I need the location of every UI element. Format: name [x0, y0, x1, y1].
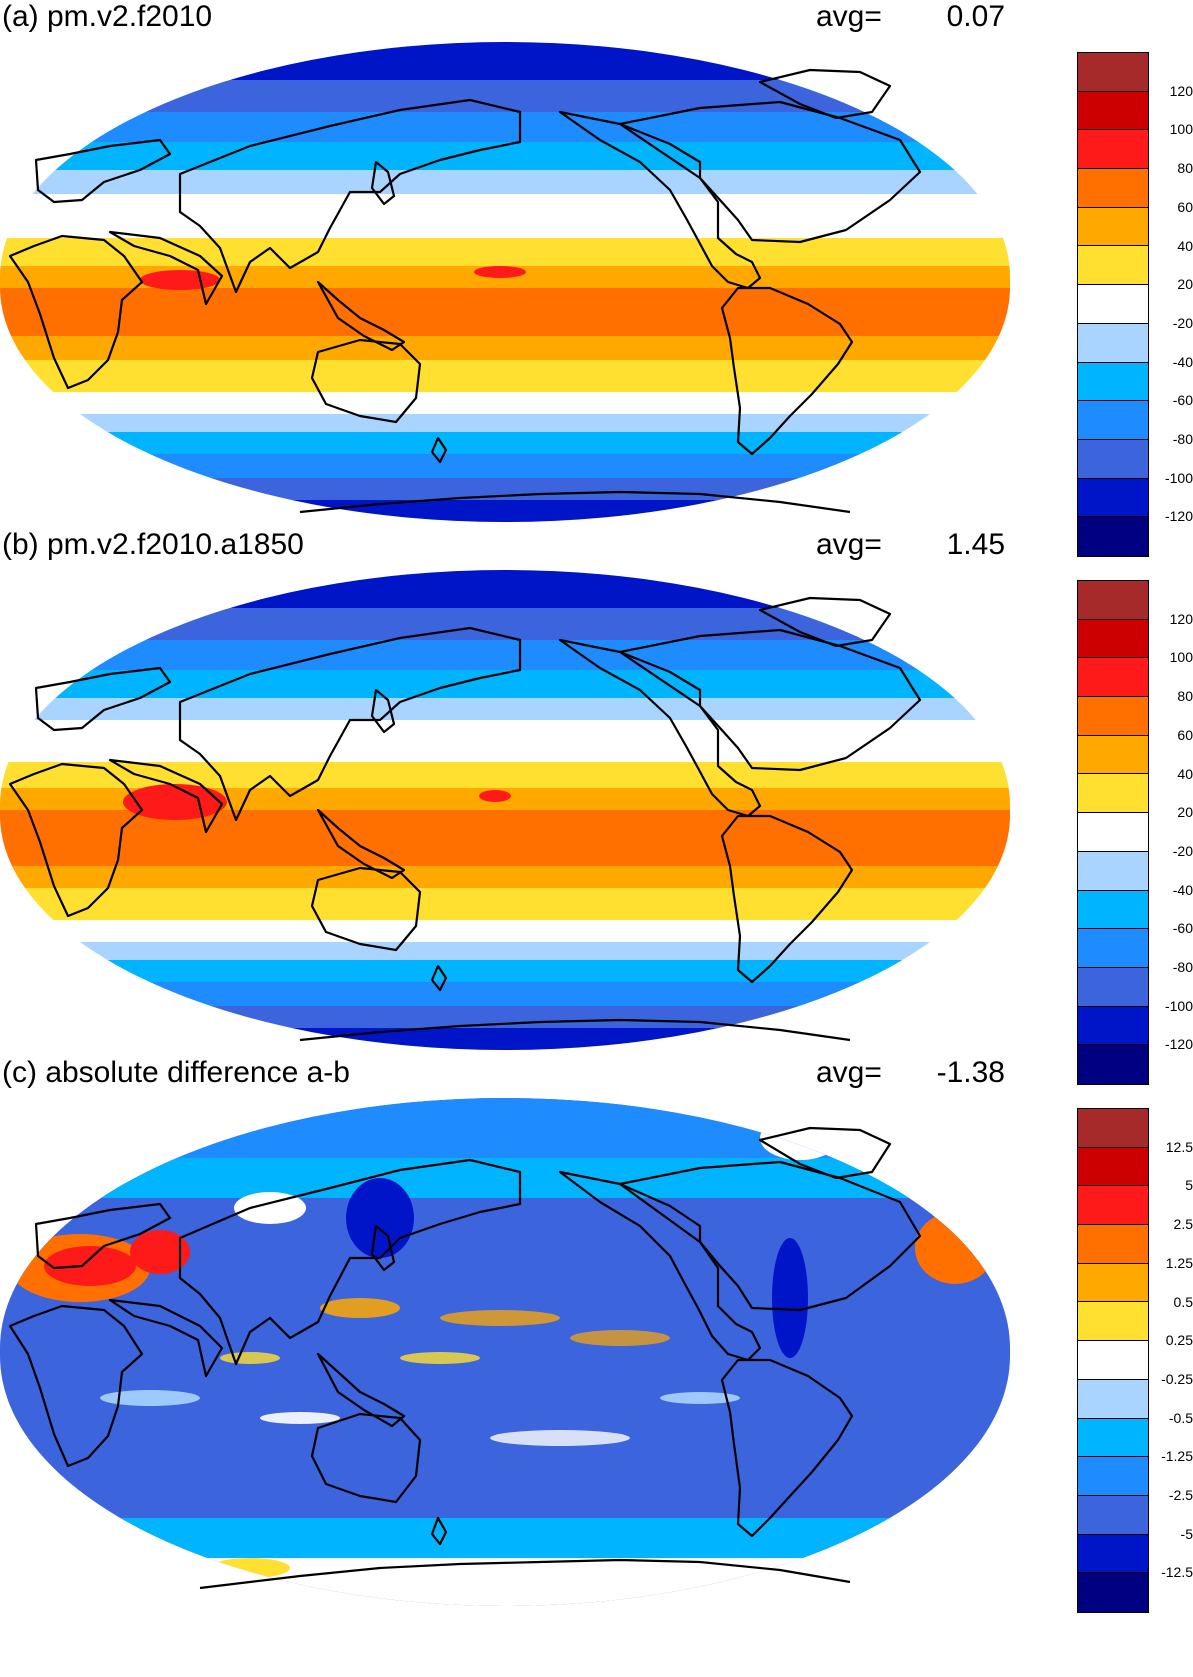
- color-bin: [1078, 1418, 1148, 1458]
- panel-title: (a) pm.v2.f2010: [2, 0, 213, 33]
- color-bin: [1078, 735, 1148, 775]
- color-bin: [1078, 851, 1148, 891]
- color-bin: [1078, 658, 1148, 698]
- scale-label: -80: [1172, 431, 1193, 447]
- scale-label: -0.5: [1168, 1409, 1193, 1426]
- color-bin: [1078, 1186, 1148, 1226]
- color-bin: [1078, 91, 1148, 131]
- panel-a: (a) pm.v2.f2010 avg= 0.07: [0, 0, 1193, 557]
- color-bin: [1078, 581, 1148, 620]
- color-bin: [1078, 929, 1148, 968]
- scale-label: -120: [1164, 1036, 1193, 1053]
- color-bin: [1078, 323, 1148, 363]
- color-bin: [1078, 439, 1148, 479]
- color-bin: [1078, 401, 1148, 440]
- avg-label: avg=: [816, 528, 882, 561]
- scale-label: -40: [1172, 353, 1193, 370]
- color-bin: [1078, 1109, 1148, 1148]
- color-bin: [1078, 1225, 1148, 1264]
- color-bin: [1078, 813, 1148, 852]
- scale-label: 80: [1177, 688, 1193, 705]
- scale-label: 100: [1169, 121, 1193, 138]
- scale-label: -0.25: [1161, 1370, 1193, 1387]
- scale-label: 60: [1177, 726, 1193, 743]
- color-bin: [1078, 130, 1148, 170]
- color-bin: [1078, 285, 1148, 324]
- color-bin: [1078, 967, 1148, 1007]
- scale-label: -20: [1172, 842, 1193, 859]
- color-bin: [1078, 890, 1148, 930]
- color-bin: [1078, 774, 1148, 814]
- color-bin: [1078, 1302, 1148, 1342]
- color-bin: [1078, 169, 1148, 208]
- scale-label: 5: [1185, 1177, 1193, 1194]
- color-bin: [1078, 697, 1148, 736]
- scale-label: 40: [1177, 765, 1193, 782]
- color-bin: [1078, 1045, 1148, 1084]
- scale-label: 120: [1169, 82, 1193, 99]
- scale-label: -12.5: [1161, 1564, 1193, 1581]
- scale-label: 1.25: [1165, 1254, 1193, 1271]
- color-scale-a: [1077, 52, 1149, 557]
- map-b: [0, 570, 1010, 1050]
- scale-label: -20: [1172, 314, 1193, 331]
- color-scale-c: [1077, 1108, 1149, 1613]
- color-bin: [1078, 1534, 1148, 1574]
- scale-label: 12.5: [1165, 1138, 1193, 1155]
- color-bin: [1078, 1495, 1148, 1535]
- avg-value: 1.45: [946, 528, 1005, 561]
- color-bin: [1078, 1573, 1148, 1612]
- color-bin: [1078, 619, 1148, 659]
- scale-label: 100: [1169, 649, 1193, 666]
- avg-label: avg=: [816, 1056, 882, 1089]
- scale-label: -5: [1180, 1525, 1193, 1542]
- color-bin: [1078, 1457, 1148, 1496]
- scale-label: -60: [1172, 392, 1193, 409]
- panel-title: (c) absolute difference a-b: [2, 1056, 350, 1089]
- avg-value: -1.38: [936, 1056, 1005, 1089]
- scale-label: 120: [1169, 610, 1193, 627]
- scale-label: -60: [1172, 920, 1193, 937]
- scale-label: -100: [1164, 997, 1193, 1014]
- scale-label: 0.5: [1173, 1293, 1193, 1310]
- map-a: [0, 42, 1010, 522]
- color-bin: [1078, 478, 1148, 518]
- color-bin: [1078, 53, 1148, 92]
- scale-label: 60: [1177, 198, 1193, 215]
- scale-label: 2.5: [1173, 1216, 1193, 1233]
- map-c: [0, 1098, 1010, 1606]
- scale-label: -1.25: [1161, 1448, 1193, 1465]
- scale-label: -40: [1172, 881, 1193, 898]
- panel-b: (b) pm.v2.f2010.a1850 avg= 1.45: [0, 528, 1193, 1085]
- color-bin: [1078, 207, 1148, 247]
- color-bin: [1078, 1379, 1148, 1419]
- scale-label: 20: [1177, 276, 1193, 293]
- color-bin: [1078, 1263, 1148, 1303]
- avg-label: avg=: [816, 0, 882, 33]
- color-bin: [1078, 362, 1148, 402]
- scale-label: -2.5: [1168, 1487, 1193, 1503]
- color-bin: [1078, 517, 1148, 556]
- color-bin: [1078, 1006, 1148, 1046]
- panel-c: (c) absolute difference a-b avg= -1.38: [0, 1056, 1193, 1677]
- color-bin: [1078, 1341, 1148, 1380]
- scale-label: -120: [1164, 508, 1193, 525]
- color-scale-b: [1077, 580, 1149, 1085]
- scale-label: 20: [1177, 804, 1193, 821]
- scale-label: 40: [1177, 237, 1193, 254]
- color-bin: [1078, 1147, 1148, 1187]
- scale-label: -80: [1172, 959, 1193, 975]
- panel-title: (b) pm.v2.f2010.a1850: [2, 528, 304, 561]
- avg-value: 0.07: [946, 0, 1005, 33]
- scale-label: 0.25: [1165, 1332, 1193, 1349]
- scale-label: 80: [1177, 160, 1193, 177]
- color-bin: [1078, 246, 1148, 286]
- scale-label: -100: [1164, 469, 1193, 486]
